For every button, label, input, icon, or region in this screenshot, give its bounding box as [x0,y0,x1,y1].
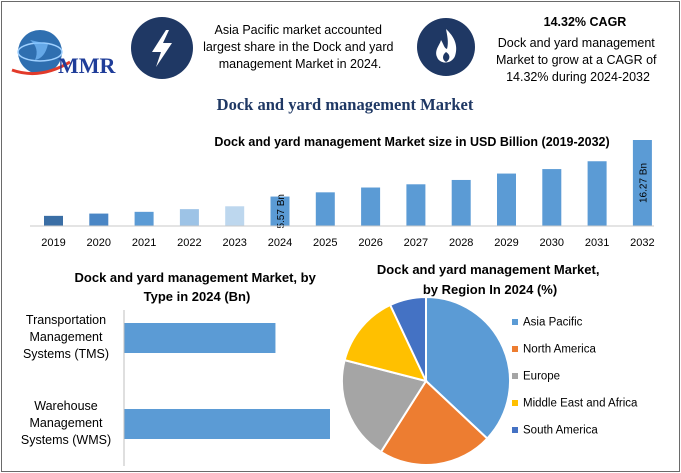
bar-2031 [587,161,607,226]
mmr-logo: MMR [11,30,117,78]
bar-2021 [134,211,154,226]
region-chart-title: Dock and yard management Market, by Regi… [377,262,603,297]
type-bar-0 [124,323,276,353]
type-category-label: Transportation Management Systems (TMS) [23,313,109,361]
logo-swoosh [11,60,71,76]
legend-label: South America [523,425,598,437]
x-tick-label: 2032 [630,237,654,249]
x-tick-label: 2030 [540,237,564,249]
x-tick-label: 2023 [222,237,246,249]
x-tick-label: 2021 [132,237,156,249]
cagr-title: 14.32% CAGR [544,15,627,29]
card2-icon-circle [417,18,475,76]
card2-text: Dock and yard management Market to grow … [496,36,660,84]
bar-2019 [44,215,63,226]
x-tick-label: 2026 [358,237,382,249]
bar-2025 [315,192,335,226]
legend-label: North America [523,344,596,356]
region-legend: Asia Pacific North America Europe Middle Ea… [512,317,638,437]
x-tick-label: 2020 [87,237,111,249]
bar-chart-yearly: 2019 2020 2021 2022 2023 2024 5.57 Bn 2025 2026 2… [41,140,655,249]
card1-text: Asia Pacific market accounted largest sh… [203,23,397,71]
pie-slice-south-america [388,295,427,382]
bar-2027 [406,184,426,226]
x-tick-label: 2031 [585,237,609,249]
x-tick-label: 2028 [449,237,473,249]
legend-label: Asia Pacific [523,317,583,329]
pie-slice-middle-east-and-africa [343,303,428,383]
data-label-2024: 5.57 Bn [276,194,287,228]
logo-text: MMR [58,53,117,78]
legend-label: Middle East and Africa [523,398,638,410]
x-tick-label: 2024 [268,237,292,249]
legend-swatch [512,346,518,352]
bar-2026 [361,187,381,226]
bar-2028 [451,179,471,226]
x-tick-label: 2025 [313,237,337,249]
bar-2029 [497,173,516,226]
x-tick-label: 2019 [41,237,65,249]
bar-chart-title: Dock and yard management Market size in … [214,135,609,149]
bar-2023 [225,206,245,226]
region-pie-chart [341,295,511,466]
bar-2030 [542,169,562,226]
pie-slice-north-america [379,379,489,466]
x-tick-label: 2027 [404,237,428,249]
bar-2032 [632,140,652,226]
x-tick-label: 2029 [494,237,518,249]
type-category-label: Warehouse Management Systems (WMS) [21,399,111,447]
data-label-2032: 16.27 Bn [638,163,649,203]
x-tick-label: 2022 [177,237,201,249]
bar-2024 [270,196,290,226]
type-bar-chart: Transportation Management Systems (TMS) War… [21,313,330,447]
legend-swatch [512,427,518,433]
type-bar-1 [124,409,330,439]
legend-swatch [512,319,518,325]
type-chart-title: Dock and yard management Market, by Type… [75,270,320,304]
pie-slice-asia-pacific [425,295,511,440]
pie-slice-europe [341,358,428,454]
flame-icon [436,29,457,63]
legend-label: Europe [523,371,560,383]
legend-swatch [512,373,518,379]
lightning-bolt-icon [152,30,172,67]
bar-2022 [179,209,199,226]
bar-2020 [89,213,109,226]
legend-swatch [512,400,518,406]
main-title: Dock and yard management Market [217,95,474,114]
